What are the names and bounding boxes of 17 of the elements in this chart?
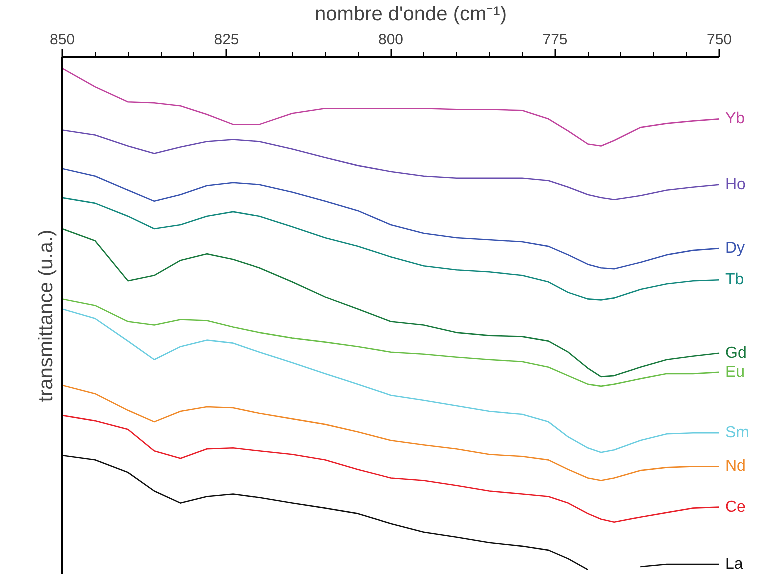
y-axis-title: transmittance (u.a.) — [36, 230, 58, 402]
series-label: Sm — [726, 424, 750, 442]
x-tick-label: 850 — [50, 32, 76, 48]
series-label: Dy — [726, 240, 746, 258]
x-tick-label: 800 — [378, 32, 404, 48]
series-label: Ce — [726, 498, 746, 516]
x-tick-label: 750 — [706, 32, 732, 48]
series-label: Eu — [726, 364, 746, 381]
series-label: Nd — [726, 458, 746, 476]
series-label: Tb — [726, 272, 744, 289]
series-label: La — [726, 556, 744, 573]
x-tick-label: 825 — [214, 32, 240, 48]
series-label: Ho — [726, 176, 746, 194]
x-axis-title: nombre d'onde (cm⁻¹) — [315, 4, 507, 26]
series-label: Yb — [726, 110, 746, 128]
x-tick-label: 775 — [542, 32, 568, 48]
series-label: Gd — [726, 344, 747, 362]
